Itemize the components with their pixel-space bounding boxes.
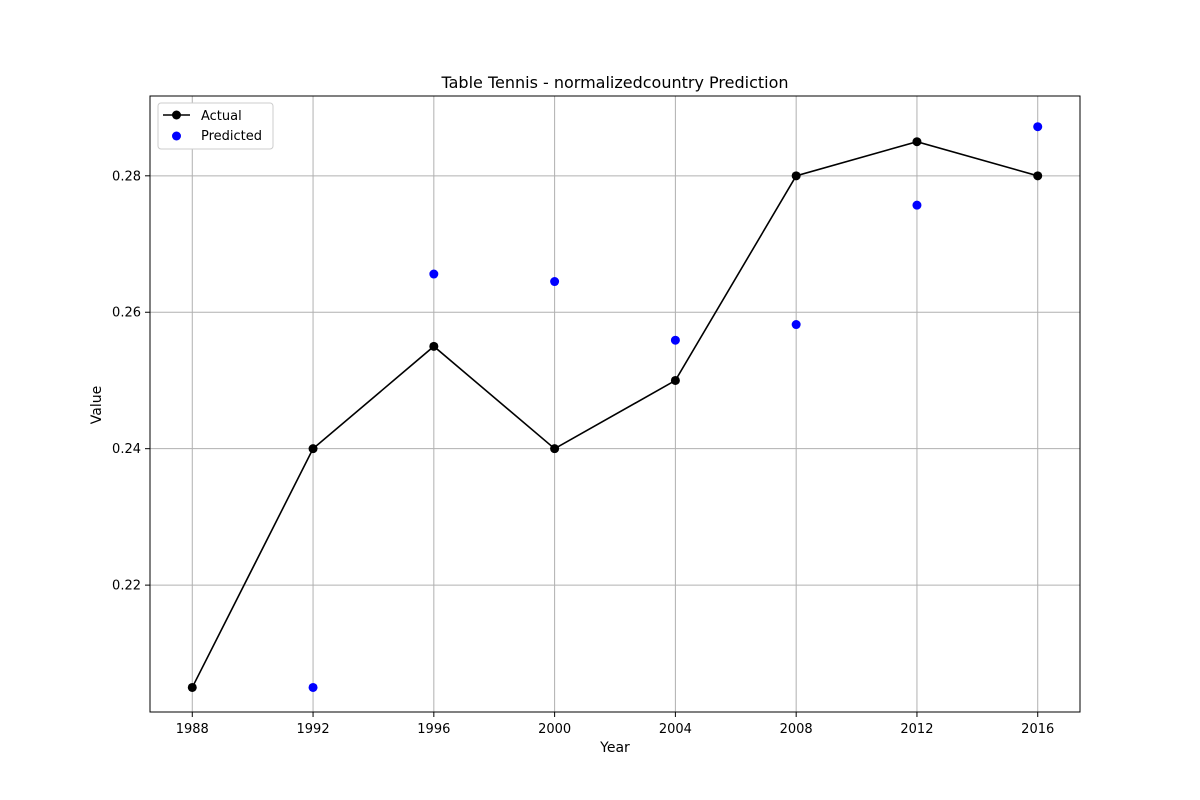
y-tick-label: 0.26	[112, 306, 141, 321]
actual-point	[791, 171, 801, 181]
predicted-point	[912, 200, 922, 210]
x-tick-label: 1988	[176, 722, 209, 737]
x-tick-label: 2000	[538, 722, 571, 737]
predicted-point	[550, 277, 560, 287]
x-tick-label: 1992	[297, 722, 330, 737]
actual-point	[308, 444, 318, 454]
legend-predicted-marker	[172, 131, 181, 141]
y-tick-label: 0.28	[112, 169, 141, 184]
predicted-point	[670, 335, 680, 345]
chart-title: Table Tennis - normalizedcountry Predict…	[440, 73, 788, 92]
actual-point	[670, 375, 680, 385]
y-axis-label: Value	[89, 386, 105, 424]
grid	[150, 96, 1080, 712]
legend-predicted-label: Predicted	[201, 129, 262, 144]
y-tick-label: 0.24	[112, 442, 141, 457]
actual-point	[912, 137, 922, 147]
predicted-point	[308, 682, 318, 692]
predicted-point	[1033, 122, 1043, 132]
series	[187, 122, 1043, 692]
actual-line	[191, 140, 1038, 688]
actual-point	[550, 444, 560, 454]
predicted-point	[791, 320, 801, 330]
actual-point	[187, 682, 197, 692]
x-tick-label: 2008	[780, 722, 813, 737]
legend-actual-label: Actual	[201, 109, 242, 124]
x-axis-label: Year	[599, 740, 630, 756]
y-tick-label: 0.22	[112, 579, 141, 594]
legend-actual-marker	[172, 110, 181, 120]
x-tick-label: 2004	[659, 722, 692, 737]
actual-point	[1033, 171, 1043, 181]
predicted-point	[429, 269, 439, 279]
actual-point	[429, 341, 439, 351]
x-tick-label: 1996	[417, 722, 450, 737]
x-tick-label: 2012	[900, 722, 933, 737]
x-tick-label: 2016	[1021, 722, 1054, 737]
legend: Actual Predicted	[157, 102, 274, 150]
axis-ticks: 1988 1992 1996 2000 2004 2008 2012 2016 0.22 0.24…	[112, 169, 1054, 737]
plot-area	[149, 95, 1081, 713]
